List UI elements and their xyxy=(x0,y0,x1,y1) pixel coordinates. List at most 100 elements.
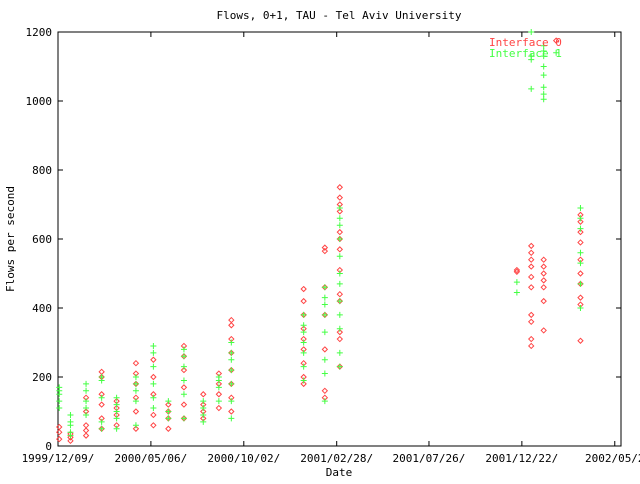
legend-label: Interface 0 xyxy=(489,36,562,49)
data-point xyxy=(300,349,307,356)
data-point xyxy=(577,260,584,267)
data-point xyxy=(336,328,344,336)
data-point xyxy=(300,322,307,329)
data-point xyxy=(540,297,547,305)
data-point xyxy=(336,215,343,222)
data-point xyxy=(528,284,535,291)
data-point xyxy=(540,63,547,70)
data-point xyxy=(513,268,521,275)
data-point xyxy=(540,84,547,91)
data-point xyxy=(200,418,207,425)
data-point xyxy=(180,384,188,391)
data-point xyxy=(113,415,120,422)
data-point xyxy=(336,208,344,215)
data-point xyxy=(553,49,560,56)
data-point xyxy=(228,356,235,363)
data-point xyxy=(150,349,157,356)
data-point xyxy=(200,391,207,398)
data-point xyxy=(540,91,547,98)
data-point xyxy=(321,284,328,291)
data-point xyxy=(321,311,328,318)
data-point xyxy=(180,363,187,370)
data-point xyxy=(67,418,74,425)
data-point xyxy=(83,405,90,412)
data-point xyxy=(540,72,547,79)
legend-label: Interface 1 xyxy=(489,47,562,60)
data-point xyxy=(336,222,343,229)
data-point xyxy=(540,263,547,270)
data-point xyxy=(150,342,157,349)
data-point xyxy=(98,401,105,408)
data-point xyxy=(113,425,120,432)
data-point xyxy=(336,280,343,287)
data-point xyxy=(228,408,235,415)
data-point xyxy=(336,290,344,298)
data-point xyxy=(577,305,584,311)
data-point xyxy=(180,353,187,360)
data-point xyxy=(513,289,520,296)
data-point xyxy=(336,363,343,370)
data-point xyxy=(113,401,120,408)
data-point xyxy=(336,236,343,242)
data-point xyxy=(321,294,328,301)
data-point xyxy=(336,270,343,277)
data-point xyxy=(180,377,187,384)
data-point xyxy=(300,377,307,384)
data-point xyxy=(540,53,547,60)
data-point xyxy=(577,249,584,256)
data-point xyxy=(113,394,120,401)
data-point xyxy=(83,398,90,405)
data-point xyxy=(165,398,172,405)
data-point xyxy=(336,325,343,332)
data-point xyxy=(215,391,223,398)
data-point xyxy=(300,329,307,336)
data-point xyxy=(540,256,547,263)
data-point xyxy=(83,380,90,387)
x-tick-label: 2001/02/28/ xyxy=(300,452,373,465)
data-point xyxy=(132,408,140,415)
y-axis: 0 200 400 600 800 1000 1200 xyxy=(26,26,621,453)
data-point xyxy=(56,398,63,405)
x-tick-label: 2002/05/2 xyxy=(585,452,640,465)
data-point xyxy=(321,346,329,353)
data-point xyxy=(528,273,535,281)
data-point xyxy=(82,427,90,434)
data-point xyxy=(300,380,307,388)
data-point xyxy=(540,270,547,277)
data-point xyxy=(336,311,343,318)
data-point xyxy=(321,387,329,395)
x-tick-label: 2001/07/26/ xyxy=(393,452,466,465)
data-point xyxy=(165,425,172,432)
x-tick-label: 2000/10/02/ xyxy=(207,452,280,465)
data-point xyxy=(67,429,74,436)
data-point xyxy=(150,380,157,387)
x-axis: 1999/12/09/2000/05/06/2000/10/02/2001/02… xyxy=(22,32,640,465)
data-point xyxy=(150,394,157,401)
y-tick-label: 400 xyxy=(32,302,52,315)
data-point xyxy=(540,327,547,334)
data-point xyxy=(67,411,74,418)
data-point xyxy=(321,247,329,255)
y-tick-label: 0 xyxy=(45,440,52,453)
data-point xyxy=(321,370,328,377)
data-point xyxy=(513,279,520,286)
data-point xyxy=(321,301,328,308)
data-point xyxy=(132,374,139,380)
data-point xyxy=(150,373,157,381)
data-point xyxy=(321,329,328,336)
data-point xyxy=(577,294,584,301)
data-point xyxy=(228,322,235,329)
x-tick-label: 2000/05/06/ xyxy=(114,452,187,465)
data-point xyxy=(215,404,223,412)
data-point xyxy=(321,356,328,363)
data-point xyxy=(528,29,535,35)
data-point xyxy=(180,401,188,408)
data-point xyxy=(56,428,63,436)
data-point xyxy=(215,384,222,391)
x-axis-label: Date xyxy=(326,466,353,479)
data-point xyxy=(150,363,157,370)
data-point xyxy=(336,184,344,191)
data-point xyxy=(83,411,90,418)
data-point xyxy=(577,337,584,344)
